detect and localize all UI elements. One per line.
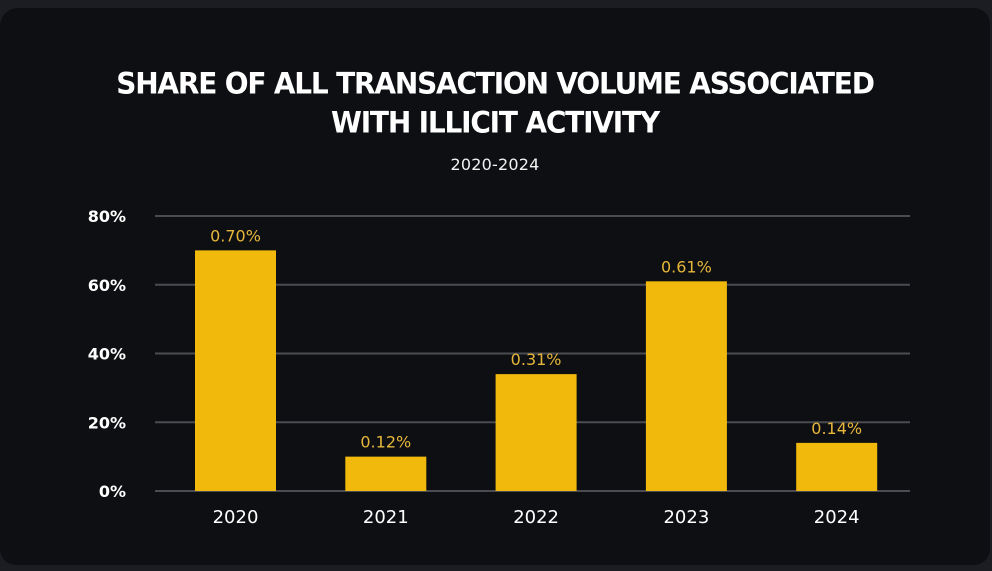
bar-2022 — [495, 374, 577, 491]
bars — [195, 250, 878, 491]
bar-2020 — [195, 250, 276, 491]
x-tick-label: 2020 — [213, 507, 259, 528]
y-tick-label: 80% — [88, 207, 126, 226]
data-label-2020: 0.70% — [210, 226, 261, 245]
chart-title: SHARE OF ALL TRANSACTION VOLUME ASSOCIAT… — [0, 64, 990, 142]
y-tick-label: 40% — [88, 345, 126, 364]
y-tick-label: 0% — [99, 482, 126, 501]
data-label-2022: 0.31% — [511, 350, 562, 369]
y-tick-label: 20% — [88, 413, 126, 432]
bar-2023 — [645, 281, 727, 491]
x-tick-label: 2021 — [363, 507, 409, 528]
chart-subtitle: 2020-2024 — [450, 155, 540, 174]
data-label-2024: 0.14% — [811, 419, 862, 438]
x-axis-ticks: 2020 2021 2022 2023 2024 — [213, 507, 860, 528]
y-tick-label: 60% — [88, 276, 126, 295]
y-axis-ticks: 0% 20% 40% 60% 80% — [88, 207, 126, 501]
x-tick-label: 2024 — [814, 507, 860, 528]
bar-2021 — [345, 456, 427, 491]
chart-title-line-1: SHARE OF ALL TRANSACTION VOLUME ASSOCIAT… — [116, 66, 875, 101]
chart-title-line-2: WITH ILLICIT ACTIVITY — [331, 105, 660, 140]
x-tick-label: 2023 — [663, 507, 709, 528]
data-label-2021: 0.12% — [360, 433, 411, 452]
x-tick-label: 2022 — [513, 507, 559, 528]
data-label-2023: 0.61% — [661, 257, 712, 276]
bar-2024 — [796, 442, 878, 491]
data-labels: 0.70% 0.12% 0.31% 0.61% 0.14% — [210, 226, 862, 451]
